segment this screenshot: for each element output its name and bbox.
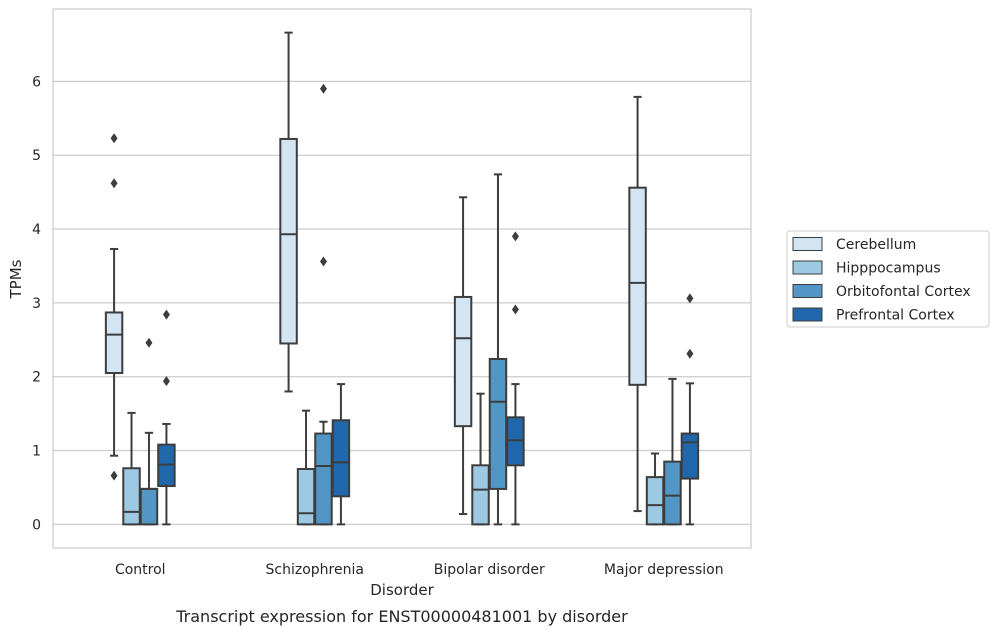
y-tick-label: 6 [32,74,41,90]
box-iqr [488,357,508,490]
x-axis-label: Disorder [370,581,434,599]
box-iqr [645,476,665,526]
outlier-point [110,178,118,189]
x-tick-label: Control [115,562,166,578]
box-group [122,411,141,526]
box-iqr [279,137,298,345]
y-tick-label: 5 [32,148,41,164]
box-group [488,173,508,526]
legend-swatch [792,284,823,298]
outlier-point [319,256,327,267]
box-series [104,31,700,526]
box-iqr [663,460,682,526]
box-iqr [680,432,700,480]
legend-swatch [792,307,823,322]
legend: Cerebellum Hipppocampus Orbitofontal Corte… [786,230,990,328]
box-group [453,196,473,516]
series-group [139,83,682,526]
box-group [331,383,351,526]
legend-frame [786,230,990,328]
box-group [279,31,298,393]
box-group [314,83,333,526]
box-iqr [139,487,159,526]
box-group [663,377,682,526]
box-group [645,452,665,526]
chart-caption: Transcript expression for ENST0000048100… [175,607,628,626]
series-group [157,231,700,526]
y-axis-label: TPMs [7,259,25,299]
outlier-point [110,470,118,481]
outlier-point [319,83,327,94]
outlier-point [511,231,519,242]
x-tick-label: Bipolar disorder [434,562,545,578]
box-iqr [122,467,141,526]
box-iqr [314,432,333,526]
series-group [104,31,647,516]
y-tick-label: 3 [32,296,41,312]
legend-swatch [792,237,823,251]
legend-label: Orbitofontal Cortex [836,284,971,300]
x-tick-labels: Control Schizophrenia Bipolar disorder Majo… [115,562,724,578]
outlier-point [686,348,694,359]
box-group [506,231,525,526]
y-tick-labels: 0 1 2 3 4 5 6 [32,74,41,533]
box-group [471,392,490,526]
box-iqr [453,295,473,428]
y-tick-label: 0 [32,517,41,533]
box-iqr [506,416,525,467]
box-group [157,309,176,526]
legend-label: Cerebellum [836,237,916,253]
y-tick-label: 1 [32,444,41,460]
plot-frame [52,8,752,549]
series-group [122,392,665,526]
legend-label: Prefrontal Cortex [836,308,955,324]
legend-label: Hipppocampus [836,261,941,277]
outlier-point [686,293,694,304]
x-tick-label: Schizophrenia [266,562,364,578]
box-iqr [296,467,316,526]
outlier-point [110,133,118,144]
legend-swatch [792,260,823,275]
y-tick-label: 4 [32,222,41,238]
box-group [680,293,700,526]
box-iqr [628,186,647,386]
box-group [628,95,647,513]
box-group [104,133,124,481]
y-tick-label: 2 [32,370,41,386]
box-group [139,337,159,526]
outlier-point [162,309,170,320]
legend-items: Cerebellum Hipppocampus Orbitofontal Corte… [792,237,971,324]
outlier-point [145,337,153,348]
box-iqr [471,464,490,526]
box-group [296,409,316,526]
outlier-point [162,376,170,387]
box-iqr [331,419,351,498]
outlier-point [511,304,519,315]
x-tick-label: Major depression [604,562,724,578]
box-iqr [104,311,124,375]
